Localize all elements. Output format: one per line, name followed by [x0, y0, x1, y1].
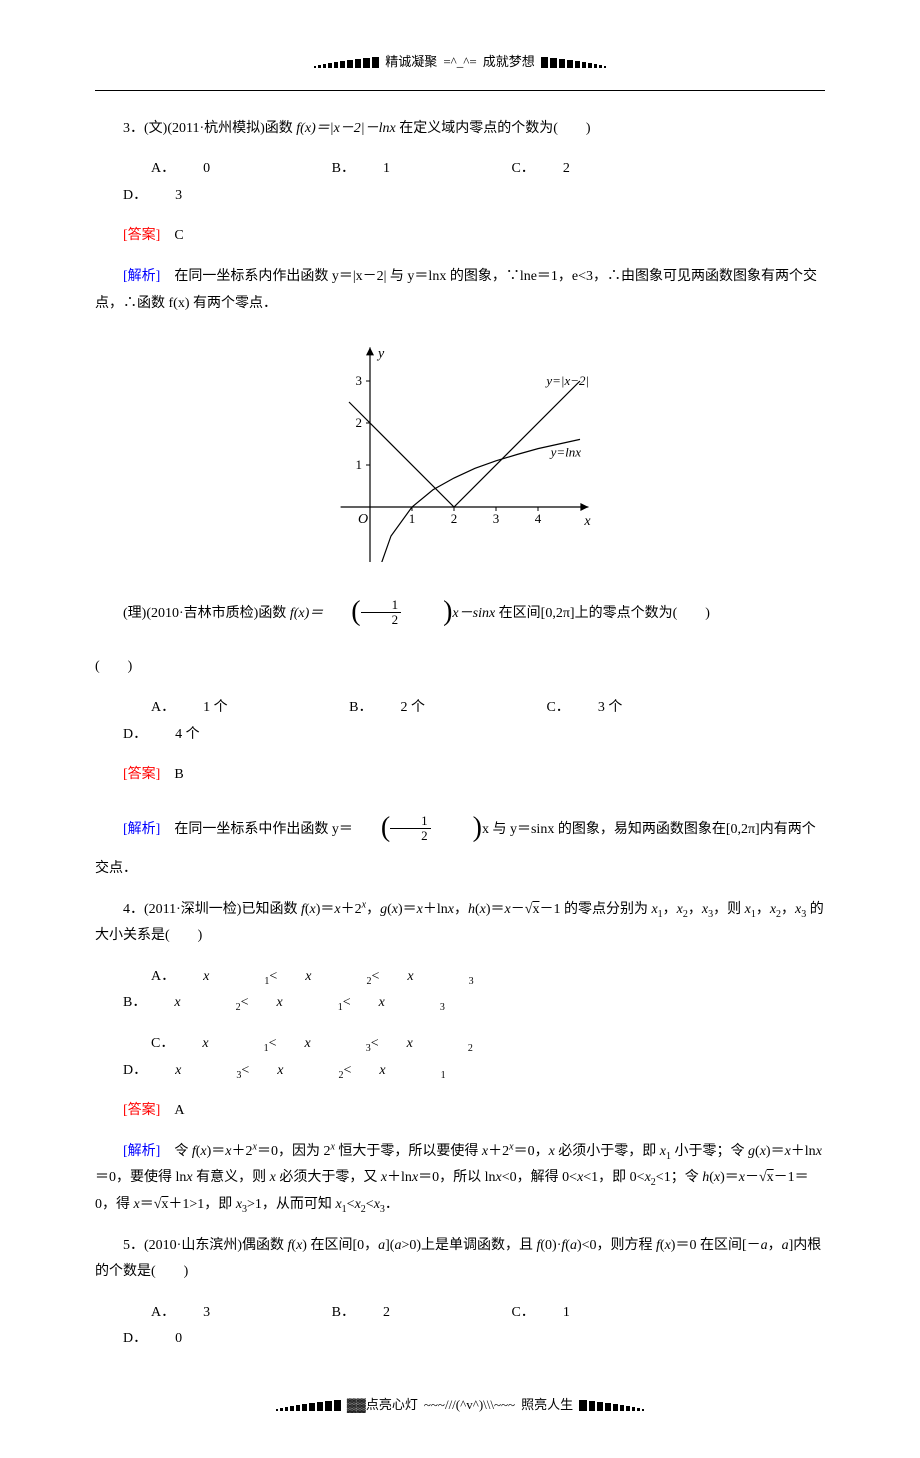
- svg-text:2: 2: [356, 415, 363, 430]
- svg-text:3: 3: [493, 511, 500, 526]
- q4-options-row2: C．x1<x3<x2 D．x3<x2<x1: [95, 1031, 825, 1084]
- svg-text:2: 2: [451, 511, 458, 526]
- q3li-paren-line: ( ): [95, 654, 825, 681]
- header-text-right: 成就梦想: [483, 50, 535, 75]
- footer-face: ~~~///(^v^)\\\~~~: [424, 1393, 515, 1418]
- svg-text:1: 1: [409, 511, 416, 526]
- q5-options: A．3 B．2 C．1 D．0: [95, 1300, 825, 1353]
- footer-text-left: ▓▓点亮心灯: [347, 1393, 418, 1418]
- q3li-analysis: [解析] 在同一坐标系中作出函数 y＝(12 )x 与 y＝sinx 的图象，易…: [95, 803, 825, 883]
- q3li-answer: [答案] B: [95, 762, 825, 789]
- svg-text:O: O: [358, 512, 368, 527]
- q3wen-options: A．0 B．1 C．2 D．3: [95, 156, 825, 209]
- q3wen-analysis: [解析] 在同一坐标系内作出函数 y＝|x－2| 与 y＝lnx 的图象，∵ln…: [95, 264, 825, 317]
- q4-stem: 4．(2011·深圳一检)已知函数 f(x)＝x＋2x，g(x)＝x＋lnx，h…: [95, 897, 825, 950]
- svg-text:y: y: [376, 347, 385, 362]
- footer-text-right: 照亮人生: [521, 1393, 573, 1418]
- svg-text:y=lnx: y=lnx: [549, 445, 582, 460]
- header-text-left: 精诚凝聚: [385, 50, 437, 75]
- q4-analysis: [解析] 令 f(x)＝x＋2x＝0，因为 2x 恒大于零，所以要使得 x＋2x…: [95, 1139, 825, 1219]
- header-face: =^_^=: [443, 50, 476, 75]
- header-rule: [95, 90, 825, 91]
- q5-stem: 5．(2010·山东滨州)偶函数 f(x) 在区间[0，a](a>0)上是单调函…: [95, 1233, 825, 1286]
- q3wen-chart: 1 2 3 4 1 2 3 Ox y y=|x−2| y=lnx: [95, 332, 825, 562]
- svg-text:x: x: [583, 514, 591, 529]
- svg-text:y=|x−2|: y=|x−2|: [544, 373, 589, 388]
- header-decoration: 精诚凝聚 =^_^= 成就梦想: [95, 50, 825, 75]
- svg-text:1: 1: [356, 457, 363, 472]
- svg-text:3: 3: [356, 373, 363, 388]
- q3wen-stem: 3．(文)(2011·杭州模拟)函数 f(x)＝|x－2|－lnx 在定义域内零…: [95, 116, 825, 143]
- q3li-options: A．1 个 B．2 个 C．3 个 D．4 个: [95, 695, 825, 748]
- svg-text:4: 4: [535, 511, 542, 526]
- q3wen-answer: [答案] C: [95, 223, 825, 250]
- q3li-stem: (理)(2010·吉林市质检)函数 f(x)＝(12 )x－sinx 在区间[0…: [95, 587, 825, 640]
- q4-answer: [答案] A: [95, 1098, 825, 1125]
- q4-options-row1: A．x1<x2<x3 B．x2<x1<x3: [95, 964, 825, 1017]
- footer-decoration: ▓▓点亮心灯 ~~~///(^v^)\\\~~~ 照亮人生: [95, 1393, 825, 1418]
